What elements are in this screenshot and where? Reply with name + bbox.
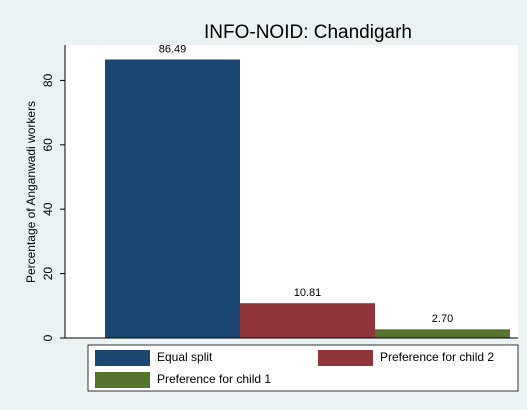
- y-tick-label: 40: [41, 202, 55, 216]
- legend-swatch: [95, 350, 150, 366]
- value-label: 86.49: [159, 43, 187, 55]
- y-tick-label: 20: [41, 267, 55, 281]
- bar: [375, 329, 510, 338]
- legend-label: Equal split: [157, 350, 213, 364]
- y-tick-label: 60: [41, 138, 55, 152]
- bar: [240, 303, 375, 338]
- chart-title: INFO-NOID: Chandigarh: [204, 22, 412, 43]
- value-label: 10.81: [294, 287, 322, 299]
- bar: [105, 59, 240, 338]
- legend-label: Preference for child 1: [157, 372, 271, 386]
- y-tick-label: 80: [41, 73, 55, 87]
- legend-swatch: [318, 350, 373, 366]
- y-tick-label: 0: [41, 334, 55, 341]
- legend: [87, 344, 519, 392]
- legend-label: Preference for child 2: [380, 350, 494, 364]
- legend-swatch: [95, 372, 150, 388]
- value-label: 2.70: [432, 313, 453, 325]
- y-axis-label: Percentage of Anganwadi workers: [24, 101, 38, 283]
